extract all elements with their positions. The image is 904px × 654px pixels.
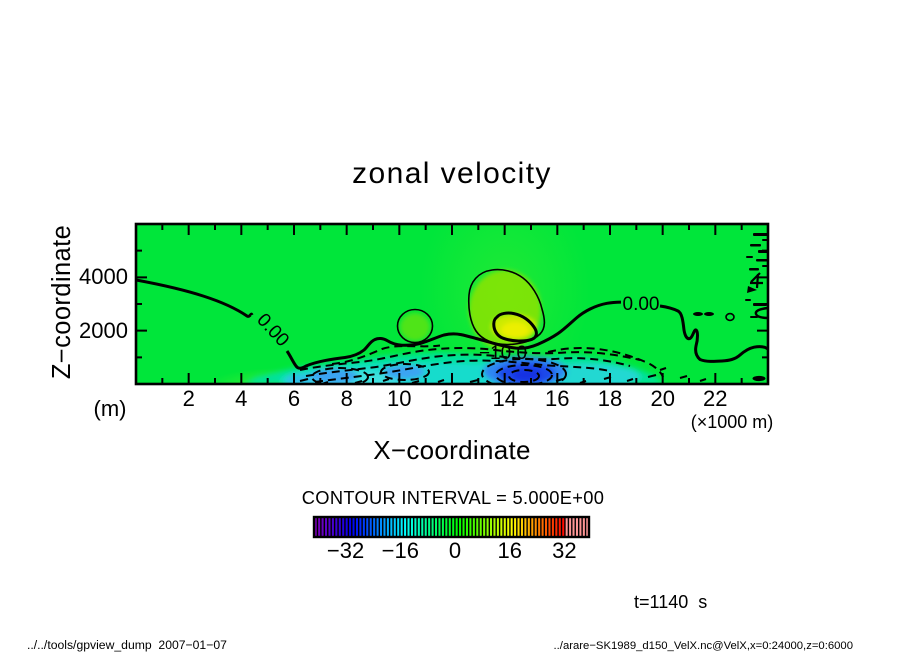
svg-text:4000: 4000 <box>79 264 128 289</box>
svg-text:4: 4 <box>235 386 247 411</box>
svg-text:../arare−SK1989_d150_VelX.nc@V: ../arare−SK1989_d150_VelX.nc@VelX,x=0:24… <box>554 640 853 652</box>
svg-text:32: 32 <box>552 538 576 563</box>
svg-text:(×1000 m): (×1000 m) <box>691 412 774 432</box>
svg-text:zonal velocity: zonal velocity <box>352 157 552 190</box>
svg-text:22: 22 <box>703 386 727 411</box>
svg-text:−10.0: −10.0 <box>479 343 527 364</box>
svg-text:−32: −32 <box>327 538 364 563</box>
svg-text:18: 18 <box>598 386 622 411</box>
svg-text:14: 14 <box>492 386 516 411</box>
svg-text:16: 16 <box>497 538 521 563</box>
svg-text:(m): (m) <box>94 396 127 421</box>
svg-text:0.00: 0.00 <box>623 294 660 315</box>
svg-text:16: 16 <box>545 386 569 411</box>
svg-text:2000: 2000 <box>79 318 128 343</box>
svg-text:6: 6 <box>288 386 300 411</box>
svg-text:0: 0 <box>449 538 461 563</box>
svg-text:t=1140 s: t=1140 s <box>634 592 707 612</box>
svg-text:CONTOUR INTERVAL = 5.000E+00: CONTOUR INTERVAL = 5.000E+00 <box>302 487 604 508</box>
svg-text:8: 8 <box>341 386 353 411</box>
svg-text:10: 10 <box>387 386 411 411</box>
svg-text:../../tools/gpview_dump 2007−: ../../tools/gpview_dump 2007−01−07 <box>27 638 227 652</box>
svg-text:2: 2 <box>183 386 195 411</box>
svg-text:12: 12 <box>440 386 464 411</box>
svg-text:X−coordinate: X−coordinate <box>373 435 531 465</box>
svg-text:20: 20 <box>650 386 674 411</box>
svg-text:−16: −16 <box>382 538 419 563</box>
svg-text:Z−coordinate: Z−coordinate <box>48 225 76 379</box>
